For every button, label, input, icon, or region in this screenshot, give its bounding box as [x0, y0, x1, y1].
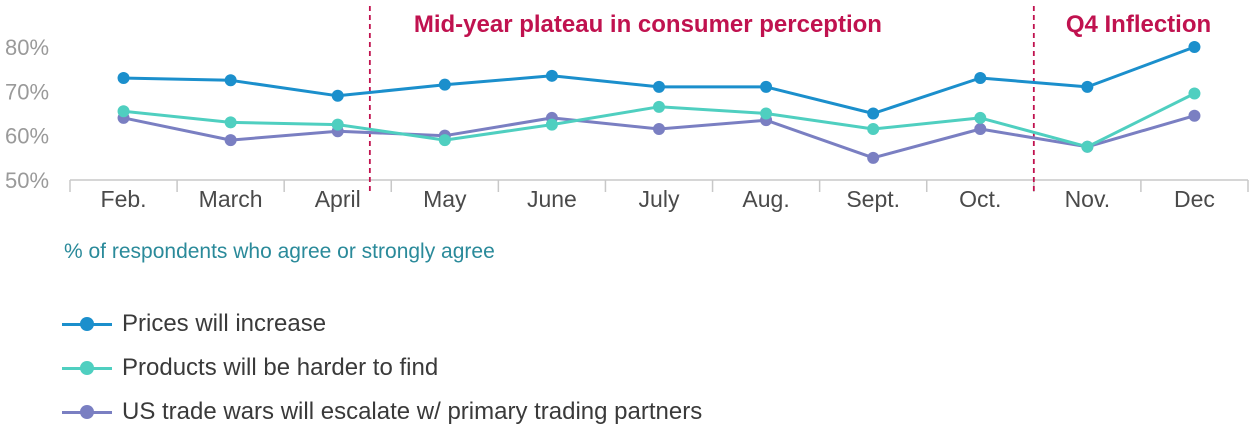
- data-point: [974, 72, 987, 85]
- data-point: [653, 100, 665, 113]
- y-tick-label: 70%: [5, 79, 49, 104]
- y-tick-label: 60%: [5, 124, 49, 149]
- legend-swatch: [62, 400, 112, 424]
- data-point: [438, 78, 451, 91]
- data-point: [1188, 41, 1201, 53]
- legend-swatch: [62, 312, 112, 336]
- data-point: [867, 151, 880, 164]
- legend-swatch-dot: [80, 361, 94, 375]
- data-point: [653, 123, 665, 136]
- data-point: [117, 72, 130, 85]
- x-tick-label: Nov.: [1065, 186, 1111, 212]
- x-tick-label: April: [315, 186, 361, 212]
- data-point: [224, 74, 237, 87]
- x-tick-label: June: [527, 186, 577, 212]
- data-point: [760, 80, 773, 93]
- data-point: [331, 118, 344, 131]
- data-point: [438, 134, 451, 147]
- data-point: [1081, 140, 1094, 153]
- y-tick-label: 50%: [5, 168, 49, 193]
- x-tick-label: Feb.: [101, 186, 147, 212]
- data-point: [653, 80, 665, 93]
- legend-item: US trade wars will escalate w/ primary t…: [62, 390, 702, 434]
- y-axis-label: % of respondents who agree or strongly a…: [64, 240, 495, 263]
- data-point: [1081, 80, 1094, 93]
- legend-swatch-dot: [80, 317, 94, 331]
- legend-label: Products will be harder to find: [122, 354, 439, 381]
- legend-label: Prices will increase: [122, 310, 327, 337]
- x-tick-label: Dec: [1174, 186, 1215, 212]
- data-point: [545, 69, 558, 82]
- data-point: [1188, 87, 1201, 100]
- data-point: [1188, 109, 1201, 122]
- data-point: [974, 111, 987, 124]
- legend-item: Products will be harder to find: [62, 346, 702, 390]
- data-point: [545, 118, 558, 131]
- y-tick-label: 80%: [5, 35, 49, 60]
- legend-item: Prices will increase: [62, 302, 702, 346]
- x-tick-label: Sept.: [846, 186, 900, 212]
- data-point: [867, 123, 880, 136]
- chart-legend: Prices will increase Products will be har…: [62, 302, 702, 434]
- x-tick-label: July: [639, 186, 680, 212]
- x-tick-label: May: [423, 186, 467, 212]
- x-tick-label: Aug.: [742, 186, 789, 212]
- data-point: [117, 105, 130, 118]
- annotation-label: Q4 Inflection: [1066, 11, 1211, 38]
- data-point: [867, 107, 880, 120]
- data-point: [760, 107, 773, 120]
- x-tick-label: Oct.: [959, 186, 1001, 212]
- x-tick-label: March: [199, 186, 263, 212]
- data-point: [224, 116, 237, 129]
- legend-label: US trade wars will escalate w/ primary t…: [122, 398, 703, 425]
- legend-swatch: [62, 356, 112, 380]
- data-point: [224, 134, 237, 147]
- annotation-label: Mid-year plateau in consumer perception: [414, 11, 882, 38]
- line-chart: 50% 60% 70% 80% Feb. March April May June July Aug…: [5, 6, 1249, 212]
- legend-swatch-dot: [80, 405, 94, 419]
- data-point: [974, 123, 987, 136]
- data-point: [331, 89, 344, 102]
